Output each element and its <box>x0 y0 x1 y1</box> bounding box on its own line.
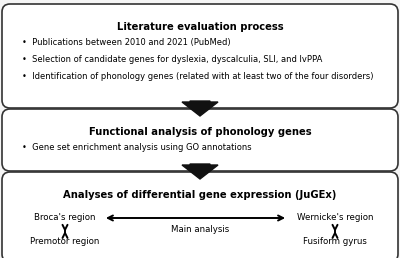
Polygon shape <box>182 164 218 179</box>
Text: •  Gene set enrichment analysis using GO annotations: • Gene set enrichment analysis using GO … <box>22 143 252 152</box>
FancyBboxPatch shape <box>2 172 398 258</box>
Text: Literature evaluation process: Literature evaluation process <box>117 22 283 32</box>
Text: Main analysis: Main analysis <box>171 225 229 234</box>
Text: Analyses of differential gene expression (JuGEx): Analyses of differential gene expression… <box>63 190 337 200</box>
Text: Fusiform gyrus: Fusiform gyrus <box>303 238 367 246</box>
Text: •  Selection of candidate genes for dyslexia, dyscalculia, SLI, and lvPPA: • Selection of candidate genes for dysle… <box>22 55 322 64</box>
Text: Wernicke's region: Wernicke's region <box>297 214 373 222</box>
Text: •  Identification of phonology genes (related with at least two of the four diso: • Identification of phonology genes (rel… <box>22 72 374 81</box>
FancyBboxPatch shape <box>2 4 398 108</box>
Polygon shape <box>182 101 218 116</box>
FancyBboxPatch shape <box>2 109 398 171</box>
Text: Functional analysis of phonology genes: Functional analysis of phonology genes <box>89 127 311 137</box>
Text: •  Publications between 2010 and 2021 (PubMed): • Publications between 2010 and 2021 (Pu… <box>22 38 231 47</box>
Text: Premotor region: Premotor region <box>30 238 100 246</box>
Text: Broca's region: Broca's region <box>34 214 96 222</box>
